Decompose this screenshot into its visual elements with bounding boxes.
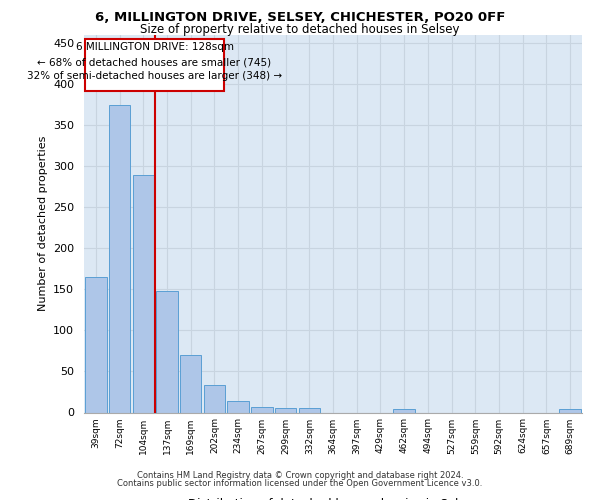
Bar <box>559 409 581 412</box>
Bar <box>204 386 225 412</box>
Bar <box>85 39 224 91</box>
Bar <box>394 409 415 412</box>
Text: Size of property relative to detached houses in Selsey: Size of property relative to detached ho… <box>140 22 460 36</box>
Text: 32% of semi-detached houses are larger (348) →: 32% of semi-detached houses are larger (… <box>27 71 282 81</box>
Bar <box>109 105 130 412</box>
Text: 6 MILLINGTON DRIVE: 128sqm: 6 MILLINGTON DRIVE: 128sqm <box>76 42 233 52</box>
Bar <box>180 355 202 412</box>
Text: 6, MILLINGTON DRIVE, SELSEY, CHICHESTER, PO20 0FF: 6, MILLINGTON DRIVE, SELSEY, CHICHESTER,… <box>95 11 505 24</box>
Bar <box>251 407 272 412</box>
Bar <box>133 174 154 412</box>
Text: Contains HM Land Registry data © Crown copyright and database right 2024.: Contains HM Land Registry data © Crown c… <box>137 471 463 480</box>
Bar <box>227 401 249 412</box>
Text: ← 68% of detached houses are smaller (745): ← 68% of detached houses are smaller (74… <box>37 57 272 67</box>
Text: Contains public sector information licensed under the Open Government Licence v3: Contains public sector information licen… <box>118 479 482 488</box>
Bar <box>299 408 320 412</box>
Y-axis label: Number of detached properties: Number of detached properties <box>38 136 47 312</box>
Bar <box>85 277 107 412</box>
Bar <box>275 408 296 412</box>
Bar <box>157 291 178 412</box>
X-axis label: Distribution of detached houses by size in Selsey: Distribution of detached houses by size … <box>188 498 478 500</box>
